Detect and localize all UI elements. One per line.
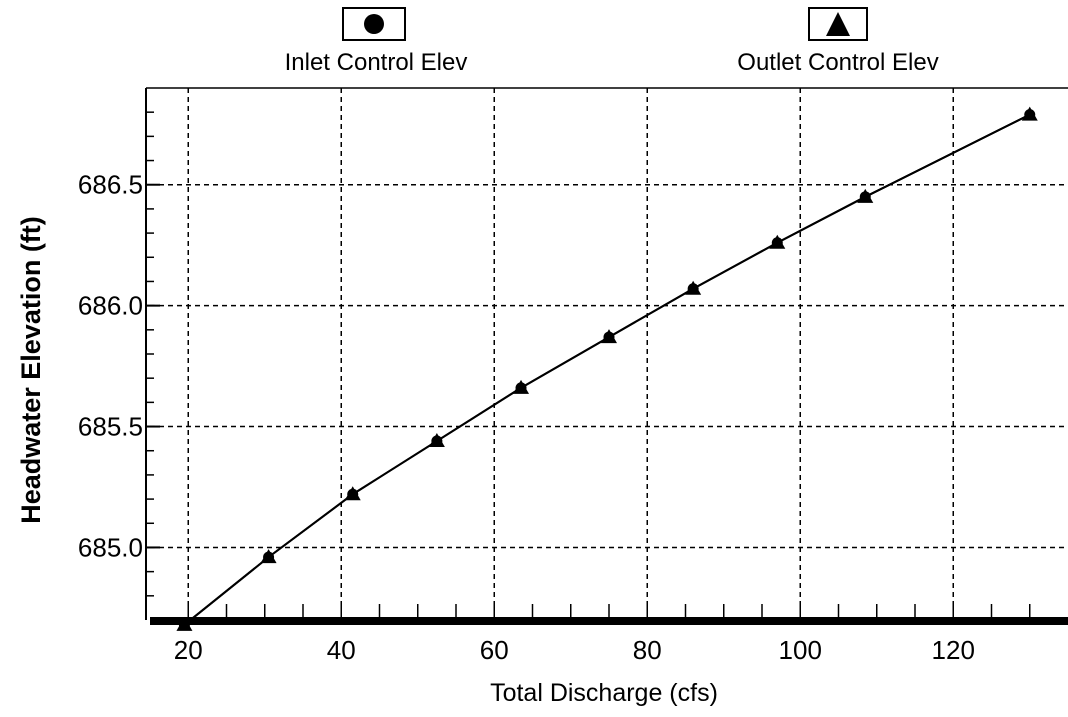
data-point-outlet	[601, 329, 617, 344]
x-tick-label: 80	[633, 635, 662, 665]
data-point-outlet	[176, 616, 193, 631]
data-point-outlet	[344, 486, 361, 501]
legend-circle-marker	[364, 14, 384, 34]
x-axis-title: Total Discharge (cfs)	[490, 679, 718, 707]
data-point-outlet	[685, 280, 702, 295]
markers	[176, 106, 1038, 631]
x-tick-label: 100	[779, 635, 822, 665]
y-tick-label: 686.5	[78, 170, 143, 200]
y-tick-label: 685.0	[78, 532, 143, 562]
series-line	[183, 113, 1031, 626]
y-ticks: 685.0 685.5 686.0 686.5	[78, 170, 160, 562]
data-point-outlet	[513, 379, 530, 394]
grid	[150, 88, 1068, 620]
legend-label-outlet: Outlet Control Elev	[737, 49, 938, 76]
legend-label-inlet: Inlet Control Elev	[285, 49, 468, 76]
x-ticks: 20 40 60 80 100 120	[174, 635, 975, 665]
legend-item-outlet: Outlet Control Elev	[737, 7, 939, 76]
legend-item-inlet: Inlet Control Elev	[285, 7, 468, 76]
y-tick-label: 685.5	[78, 412, 143, 442]
series-lines	[183, 113, 1031, 626]
data-point-outlet	[857, 188, 874, 203]
data-point-outlet	[769, 234, 786, 249]
data-point-outlet	[260, 549, 277, 564]
series-line	[183, 113, 1031, 626]
y-tick-label: 686.0	[78, 291, 143, 321]
data-point-outlet	[428, 433, 445, 448]
plot-frame	[145, 87, 1068, 625]
minor-ticks	[146, 111, 1031, 618]
data-point-outlet	[1021, 106, 1038, 121]
x-tick-label: 20	[174, 635, 203, 665]
legend-swatch-box-inlet	[342, 7, 406, 41]
x-tick-label: 120	[932, 635, 975, 665]
y-axis-title: Headwater Elevation (ft)	[16, 216, 46, 524]
legend: Inlet Control Elev Outlet Control Elev	[285, 7, 939, 76]
legend-triangle-marker	[826, 12, 850, 36]
x-tick-label: 40	[327, 635, 356, 665]
x-tick-label: 60	[480, 635, 509, 665]
